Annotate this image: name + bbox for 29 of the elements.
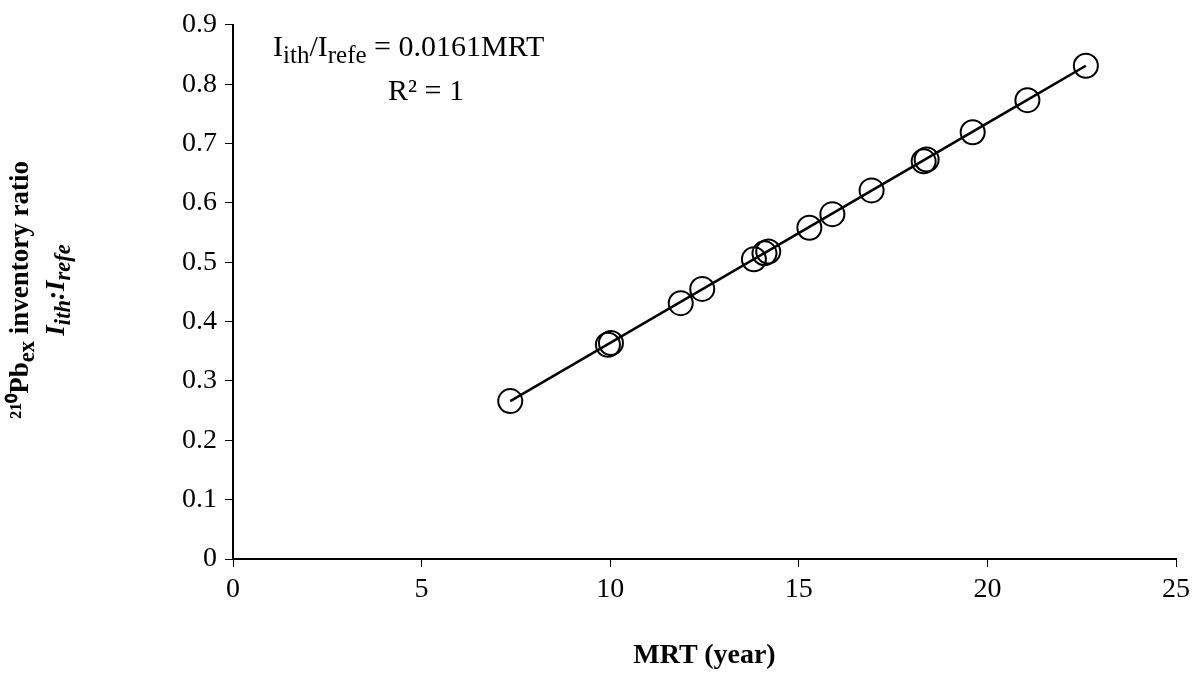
y-tick-label: 0.2	[182, 422, 217, 454]
x-tick-label: 15	[784, 572, 813, 604]
point	[858, 177, 885, 204]
y-tick-label: 0.5	[182, 244, 217, 276]
point	[497, 388, 524, 415]
y-tick-label: 0	[203, 541, 217, 573]
point	[1072, 52, 1099, 79]
y-tick-label: 0.4	[182, 303, 217, 335]
x-tick-label: 20	[973, 572, 1002, 604]
point	[689, 275, 716, 302]
y-tick-label: 0.6	[182, 185, 217, 217]
y-tick-label: 0.3	[182, 363, 217, 395]
x-axis-title: MRT (year)	[633, 638, 776, 670]
point	[740, 246, 767, 273]
annotation: R² = 1	[388, 72, 464, 107]
x-tick-label: 10	[596, 572, 625, 604]
x-tick-label: 0	[226, 572, 240, 604]
y-tick-label: 0.8	[182, 66, 217, 98]
point	[819, 201, 846, 228]
point	[667, 290, 694, 317]
annotation: I$_{ith}$/I$_{refe}$ = 0.0161MRT	[273, 28, 545, 69]
point	[796, 214, 823, 241]
y-tick-label: 0.1	[182, 482, 217, 513]
x-tick-label: 5	[414, 572, 429, 604]
y-tick-label: 0.9	[182, 7, 217, 39]
point	[959, 119, 986, 146]
y-tick-label: 0.7	[182, 125, 217, 157]
x-tick-label: 25	[1162, 572, 1190, 604]
point	[1014, 87, 1041, 114]
